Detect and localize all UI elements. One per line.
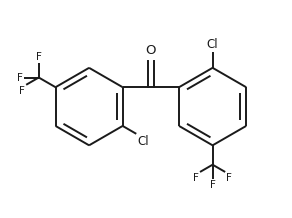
Text: F: F [210,181,215,191]
Text: Cl: Cl [138,135,149,148]
Text: F: F [17,73,23,83]
Text: Cl: Cl [207,38,218,51]
Text: F: F [193,173,199,183]
Text: F: F [226,173,232,183]
Text: F: F [36,52,42,62]
Text: O: O [146,44,156,57]
Text: F: F [19,86,25,96]
